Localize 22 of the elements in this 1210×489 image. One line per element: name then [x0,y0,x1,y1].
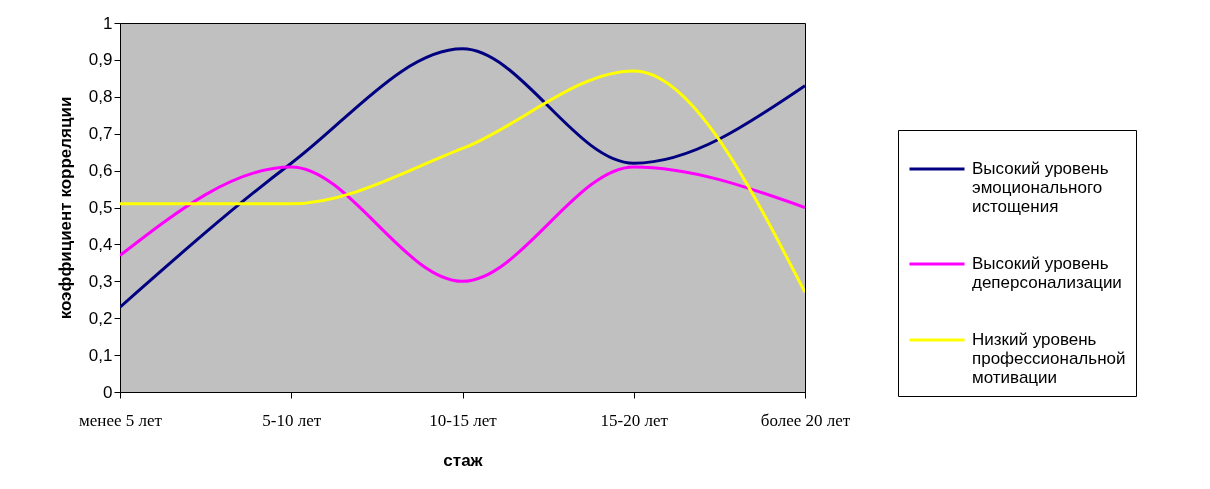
y-tick-label: 0,6 [88,161,113,181]
y-tick-label: 0,2 [88,308,113,328]
y-tick-label: 0,5 [88,198,113,217]
y-tick-label: 0,4 [88,234,113,254]
x-tick-label: 5-10 лет [262,410,322,430]
legend-label: Высокий уровень деперсонализации [972,254,1122,292]
y-axis-title: коэффициент корреляции [55,96,75,320]
y-tick-label: 0,1 [88,345,113,365]
x-tick-label: 10-15 лет [429,410,498,430]
y-tick-label: 0,8 [88,87,113,107]
x-axis-title: стаж [443,450,484,470]
legend-label: Высокий уровень эмоционального истощения [972,159,1109,216]
x-tick-label: 15-20 лет [600,410,669,430]
y-tick-label: 0,3 [88,271,113,291]
legend-label: Низкий уровень профессиональной мотивации [972,330,1126,387]
x-tick-label: менее 5 лет [79,410,163,430]
y-tick-label: 0,9 [88,50,113,70]
y-tick-label: 0,7 [88,124,113,144]
y-tick-label: 0 [103,382,113,402]
y-tick-label: 1 [103,13,113,33]
line-series [120,165,805,283]
x-tick-label: более 20 лет [760,410,851,430]
